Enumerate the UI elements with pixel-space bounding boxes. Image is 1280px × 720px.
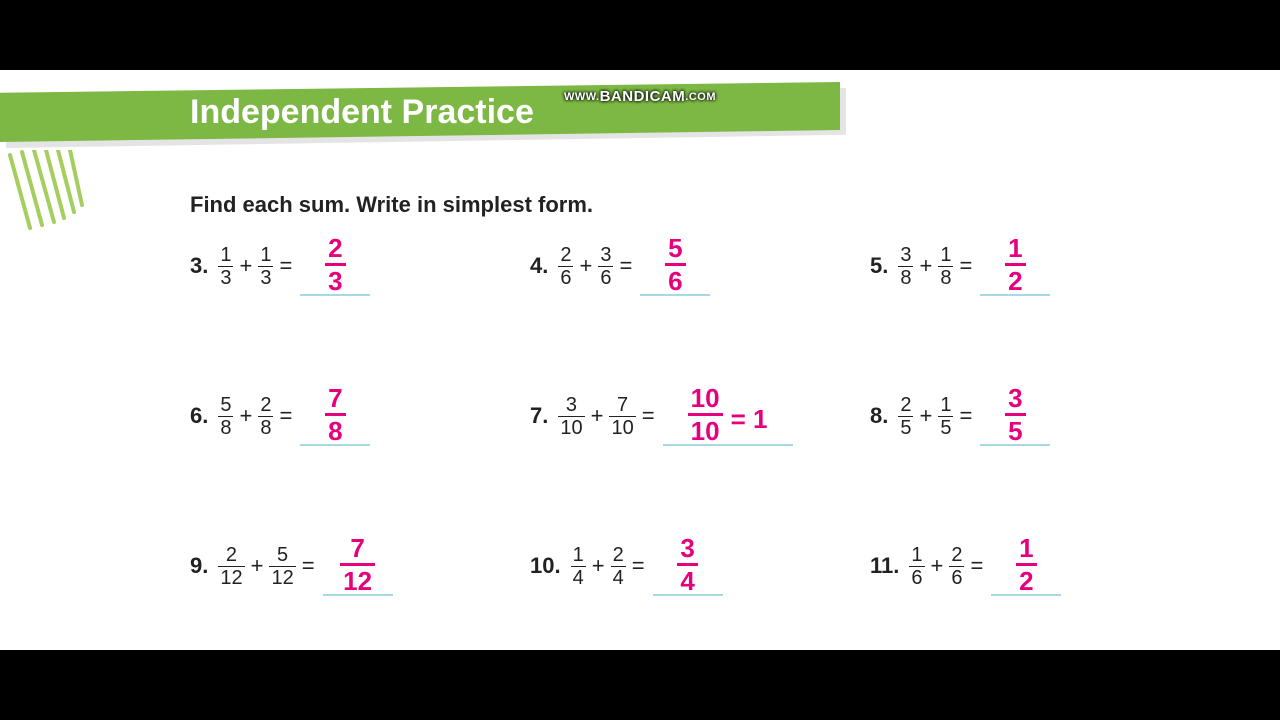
problem-number: 7. (530, 403, 548, 429)
equals-sign: = (959, 253, 972, 279)
plus-sign: + (592, 553, 605, 579)
answer-slot: 12 (980, 244, 1050, 296)
problem-8: 8. 25 + 15 = 35 (870, 390, 1150, 442)
plus-sign: + (239, 253, 252, 279)
fraction-a: 212 (218, 545, 244, 588)
answer-fraction: 23 (325, 235, 345, 294)
watermark-main: BANDICAM (600, 88, 686, 105)
problem-row: 9. 212 + 512 = 712 10. 14 + 24 = 34 (190, 540, 1150, 592)
answer-slot: 23 (300, 244, 370, 296)
problem-3: 3. 13 + 13 = 23 (190, 240, 530, 292)
problem-11: 11. 16 + 26 = 12 (870, 540, 1150, 592)
answer-fraction: 34 (677, 535, 697, 594)
answer-fraction: 712 (340, 535, 375, 594)
fraction-b: 18 (938, 245, 953, 288)
plus-sign: + (579, 253, 592, 279)
instruction-text: Find each sum. Write in simplest form. (190, 192, 593, 218)
fraction-a: 25 (898, 395, 913, 438)
fraction-b: 24 (611, 545, 626, 588)
problem-grid: 3. 13 + 13 = 23 4. 26 + 36 = 56 5. (190, 240, 1150, 592)
watermark: WWW.BANDICAM.COM (564, 88, 716, 105)
fraction-a: 14 (571, 545, 586, 588)
banner-title: Independent Practice (190, 93, 534, 132)
answer-fraction: 12 (1016, 535, 1036, 594)
plus-sign: + (931, 553, 944, 579)
worksheet-page: Independent Practice WWW.BANDICAM.COM Fi… (0, 70, 1280, 650)
fraction-a: 26 (558, 245, 573, 288)
problem-9: 9. 212 + 512 = 712 (190, 540, 530, 592)
plus-sign: + (919, 403, 932, 429)
watermark-suffix: .COM (685, 91, 716, 103)
fraction-a: 13 (218, 245, 233, 288)
problem-number: 5. (870, 253, 888, 279)
problem-number: 8. (870, 403, 888, 429)
problem-number: 10. (530, 553, 561, 579)
answer-slot: 56 (640, 244, 710, 296)
fraction-b: 26 (949, 545, 964, 588)
problem-6: 6. 58 + 28 = 78 (190, 390, 530, 442)
problem-number: 9. (190, 553, 208, 579)
problem-4: 4. 26 + 36 = 56 (530, 240, 870, 292)
problem-10: 10. 14 + 24 = 34 (530, 540, 870, 592)
fraction-b: 36 (598, 245, 613, 288)
problem-number: 4. (530, 253, 548, 279)
scribble-decoration (0, 150, 100, 240)
answer-fraction: 78 (325, 385, 345, 444)
answer-slot: 712 (323, 544, 393, 596)
problem-5: 5. 38 + 18 = 12 (870, 240, 1150, 292)
answer-slot: 1010 = 1 (663, 394, 793, 446)
problem-number: 6. (190, 403, 208, 429)
problem-row: 6. 58 + 28 = 78 7. 310 + 710 = 1010 = 1 (190, 390, 1150, 442)
answer-extra: = 1 (731, 404, 768, 435)
equals-sign: = (279, 403, 292, 429)
answer-fraction: 1010 (688, 385, 723, 444)
fraction-a: 38 (898, 245, 913, 288)
answer-fraction: 35 (1005, 385, 1025, 444)
plus-sign: + (239, 403, 252, 429)
plus-sign: + (919, 253, 932, 279)
answer-fraction: 56 (665, 235, 685, 294)
equals-sign: = (642, 403, 655, 429)
fraction-a: 58 (218, 395, 233, 438)
fraction-b: 13 (258, 245, 273, 288)
answer-slot: 78 (300, 394, 370, 446)
equals-sign: = (279, 253, 292, 279)
answer-fraction: 12 (1005, 235, 1025, 294)
fraction-b: 15 (938, 395, 953, 438)
equals-sign: = (632, 553, 645, 579)
fraction-a: 16 (909, 545, 924, 588)
answer-slot: 35 (980, 394, 1050, 446)
problem-number: 3. (190, 253, 208, 279)
fraction-b: 710 (609, 395, 635, 438)
plus-sign: + (251, 553, 264, 579)
problem-7: 7. 310 + 710 = 1010 = 1 (530, 390, 870, 442)
equals-sign: = (970, 553, 983, 579)
problem-number: 11. (870, 553, 899, 579)
equals-sign: = (619, 253, 632, 279)
fraction-b: 512 (269, 545, 295, 588)
answer-slot: 12 (991, 544, 1061, 596)
problem-row: 3. 13 + 13 = 23 4. 26 + 36 = 56 5. (190, 240, 1150, 292)
fraction-a: 310 (558, 395, 584, 438)
equals-sign: = (302, 553, 315, 579)
equals-sign: = (959, 403, 972, 429)
plus-sign: + (591, 403, 604, 429)
answer-slot: 34 (653, 544, 723, 596)
fraction-b: 28 (258, 395, 273, 438)
watermark-prefix: WWW. (564, 91, 600, 103)
